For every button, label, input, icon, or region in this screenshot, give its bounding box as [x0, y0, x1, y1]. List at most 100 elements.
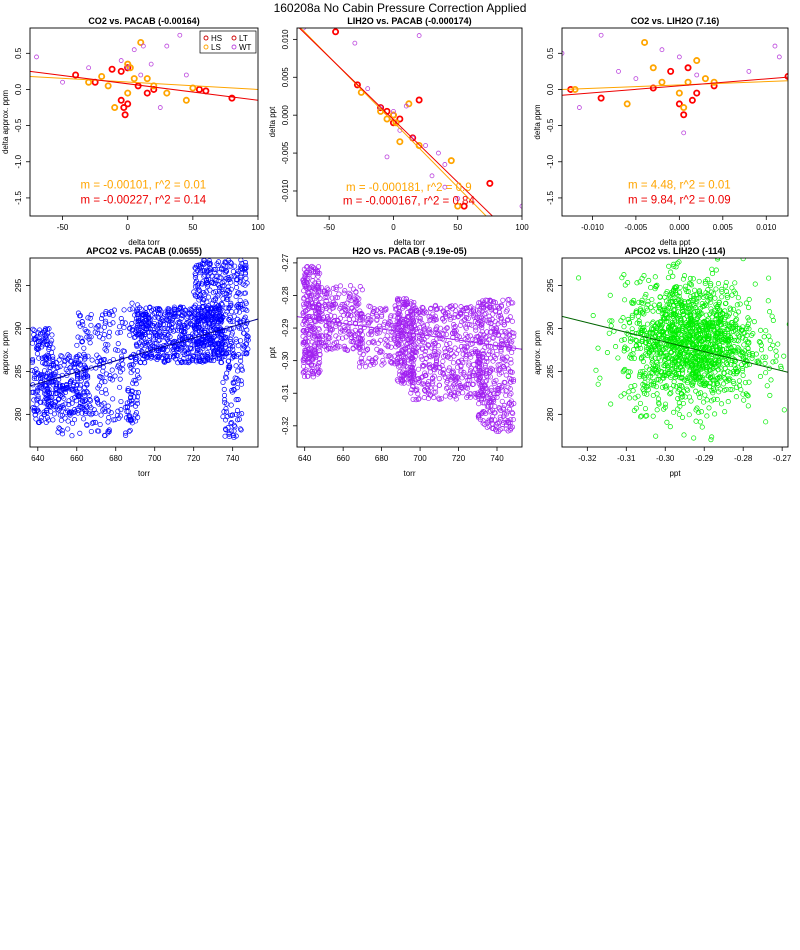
data-point	[306, 269, 312, 275]
data-point	[339, 309, 345, 315]
data-point	[619, 337, 625, 343]
data-point	[66, 401, 72, 408]
data-point	[123, 432, 129, 438]
chart-panel-p2: LIH2O vs. PACAB (-0.000174)delta torrdel…	[268, 16, 529, 247]
data-point	[128, 418, 134, 424]
data-point	[150, 312, 156, 318]
data-point	[68, 364, 74, 370]
data-point	[661, 329, 667, 335]
data-point	[382, 319, 388, 325]
data-point	[166, 326, 172, 332]
data-point	[424, 385, 431, 391]
data-point-ls	[710, 78, 718, 86]
data-point	[103, 341, 109, 348]
data-point	[653, 433, 659, 439]
data-point	[503, 419, 509, 426]
data-point	[734, 302, 740, 308]
data-point	[377, 305, 383, 312]
data-point-ls	[104, 82, 112, 90]
data-point	[245, 334, 251, 340]
data-point	[41, 387, 47, 393]
data-point	[488, 391, 494, 397]
data-point	[620, 369, 626, 375]
data-point	[121, 348, 127, 354]
data-point	[436, 395, 442, 401]
data-point	[396, 342, 402, 348]
data-point	[498, 303, 504, 309]
data-point	[677, 315, 683, 322]
data-point	[310, 264, 316, 271]
data-point	[446, 365, 452, 371]
data-point	[115, 347, 121, 354]
data-point	[223, 312, 229, 318]
data-point	[233, 293, 239, 299]
data-point	[373, 355, 379, 361]
data-point	[718, 364, 724, 370]
data-point	[716, 374, 722, 380]
data-point	[128, 401, 134, 407]
data-point	[133, 381, 139, 387]
data-point	[481, 409, 487, 415]
data-point	[480, 400, 486, 406]
data-point-hs	[693, 89, 701, 97]
data-point	[428, 305, 434, 311]
data-point	[466, 360, 472, 366]
data-point	[209, 300, 215, 306]
data-point	[682, 341, 688, 347]
data-point	[145, 324, 151, 330]
data-point	[228, 413, 234, 419]
data-point	[74, 342, 80, 348]
data-point	[96, 322, 102, 329]
data-point	[498, 417, 504, 423]
data-point	[75, 334, 81, 340]
data-point	[43, 335, 49, 341]
data-point	[487, 367, 493, 373]
data-point	[95, 399, 101, 405]
data-point	[381, 360, 387, 366]
data-point-ls	[701, 75, 709, 83]
data-point	[300, 357, 306, 363]
data-point	[487, 349, 493, 355]
data-point	[312, 325, 318, 331]
data-point	[501, 379, 507, 386]
data-point	[395, 324, 402, 330]
data-point	[46, 386, 52, 392]
data-point	[44, 352, 50, 358]
data-point	[686, 327, 692, 333]
data-point	[216, 288, 222, 294]
data-point	[138, 318, 144, 324]
data-point	[332, 345, 338, 351]
data-point	[222, 259, 228, 265]
data-point	[714, 327, 720, 333]
data-point	[218, 360, 224, 366]
data-point	[342, 346, 348, 353]
data-point-wt	[429, 173, 435, 179]
data-point	[78, 335, 84, 341]
data-point	[770, 317, 776, 323]
data-point	[128, 365, 134, 371]
data-point	[226, 263, 232, 269]
data-point	[453, 396, 459, 402]
data-point	[237, 277, 243, 283]
data-point	[576, 275, 582, 281]
data-point	[303, 321, 309, 327]
data-point	[656, 303, 662, 309]
data-point	[410, 396, 416, 402]
data-point	[505, 428, 511, 434]
data-point	[69, 400, 75, 406]
y-axis-label: ppt	[268, 346, 277, 358]
data-point	[79, 339, 85, 345]
data-point	[323, 333, 329, 339]
data-point	[48, 380, 54, 386]
data-point	[450, 382, 457, 388]
fit-annotation: m = -0.00227, r^2 = 0.14	[81, 195, 207, 207]
data-point	[489, 398, 495, 404]
data-point	[129, 400, 135, 407]
data-point	[31, 397, 37, 403]
data-point	[102, 379, 108, 385]
data-point	[35, 395, 41, 401]
data-point	[683, 328, 689, 334]
data-point	[693, 359, 699, 366]
data-point	[481, 400, 487, 406]
